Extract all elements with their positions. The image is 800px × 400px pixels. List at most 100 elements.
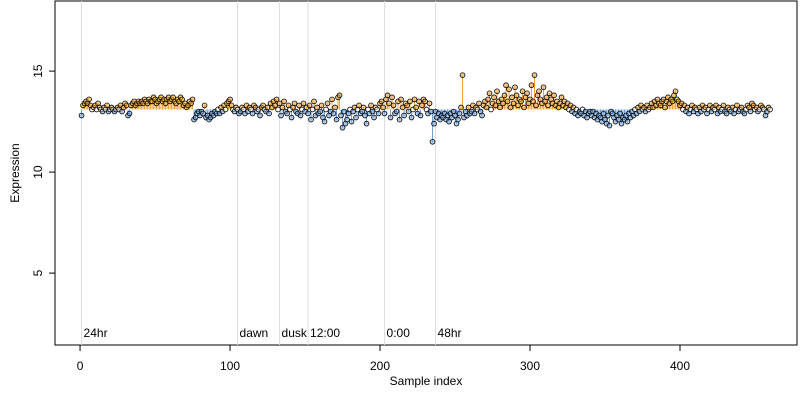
point (189, 96, 196, 103)
point (540, 84, 547, 91)
point (512, 84, 518, 91)
point (393, 108, 400, 115)
point (530, 98, 536, 105)
point (734, 102, 740, 109)
point (428, 108, 434, 115)
point (291, 100, 298, 107)
point (471, 110, 478, 117)
point (338, 112, 344, 119)
point (503, 82, 509, 89)
point (314, 104, 320, 111)
point (551, 92, 557, 99)
point (405, 108, 412, 115)
point (521, 104, 527, 111)
point (380, 104, 386, 111)
point (398, 96, 404, 103)
point (404, 102, 410, 109)
point (524, 90, 530, 97)
point (401, 112, 407, 119)
point (344, 116, 350, 123)
point (492, 102, 499, 109)
point (486, 90, 493, 97)
point (767, 106, 773, 113)
point (504, 98, 511, 105)
point (363, 120, 370, 127)
point (497, 104, 503, 111)
y-tick-label: 15 (31, 64, 45, 78)
point (324, 100, 331, 107)
event-label: 0:00 (387, 326, 411, 340)
x-tick-label: 100 (220, 359, 240, 373)
point (531, 72, 538, 78)
point (375, 110, 382, 117)
point (309, 106, 316, 113)
point (455, 116, 461, 123)
point (276, 100, 283, 107)
point (501, 92, 508, 99)
point (519, 88, 526, 95)
point (279, 104, 286, 111)
x-tick-label: 400 (670, 359, 690, 373)
point (617, 110, 623, 117)
point (494, 88, 500, 95)
point (605, 112, 611, 119)
point (266, 110, 272, 117)
point (333, 116, 340, 123)
point (431, 120, 437, 127)
point (518, 98, 524, 105)
point (321, 118, 328, 125)
point (558, 94, 565, 101)
point (476, 100, 482, 107)
point (396, 116, 403, 123)
point (384, 92, 391, 99)
point (513, 92, 520, 99)
point (311, 98, 317, 105)
point (507, 104, 514, 111)
event-label: 24hr (84, 326, 108, 340)
point (488, 106, 494, 113)
point (318, 102, 325, 109)
point (500, 100, 506, 107)
point (419, 102, 425, 109)
point (126, 110, 133, 117)
point (329, 96, 335, 103)
y-axis-label: Expression (8, 143, 22, 202)
point (200, 110, 206, 117)
point (618, 120, 625, 127)
point (506, 86, 512, 93)
point (429, 138, 436, 145)
point (407, 98, 413, 105)
plot-frame (54, 0, 798, 346)
point (378, 98, 385, 105)
point (606, 122, 613, 129)
point (389, 94, 395, 101)
point (669, 98, 676, 105)
point (485, 96, 491, 103)
point (368, 102, 374, 109)
point (386, 100, 392, 107)
point (273, 96, 280, 103)
point (545, 102, 551, 109)
point (672, 88, 679, 95)
point (323, 106, 329, 113)
point (272, 102, 278, 109)
x-tick-label: 200 (370, 359, 390, 373)
point (305, 110, 311, 117)
point (281, 98, 287, 105)
point (456, 110, 463, 117)
point (249, 110, 256, 117)
point (330, 110, 337, 117)
point (747, 108, 754, 115)
point (332, 104, 338, 111)
point (362, 112, 368, 119)
point (360, 104, 367, 111)
point (297, 112, 304, 119)
point (278, 112, 284, 119)
point (624, 118, 631, 125)
point (104, 102, 110, 109)
point (306, 102, 313, 109)
y-tick-label: 5 (31, 269, 45, 276)
point (317, 108, 323, 115)
event-label: 48hr (438, 326, 462, 340)
